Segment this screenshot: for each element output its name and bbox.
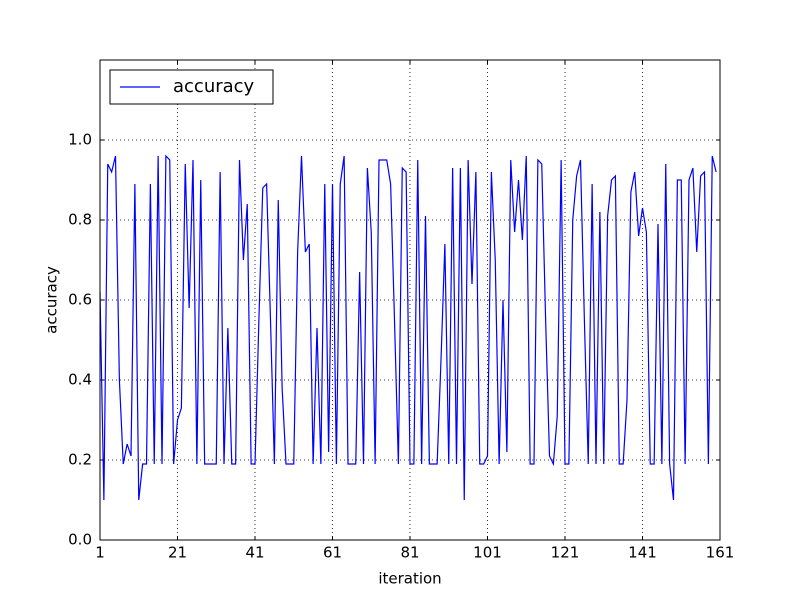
y-tick-label: 0.6 xyxy=(68,291,92,309)
y-tick-label: 1.0 xyxy=(68,131,92,149)
legend-label: accuracy xyxy=(173,76,255,97)
x-tick-label: 81 xyxy=(400,544,419,562)
x-axis-label: iteration xyxy=(378,570,441,588)
y-axis-label: accuracy xyxy=(43,266,61,334)
y-tick-label: 0.2 xyxy=(68,451,92,469)
y-tick-label: 0.4 xyxy=(68,371,92,389)
x-tick-label: 161 xyxy=(706,544,735,562)
x-tick-label: 101 xyxy=(473,544,502,562)
x-tick-label: 121 xyxy=(551,544,580,562)
data-line xyxy=(99,154,717,501)
y-tick-label: 0.0 xyxy=(68,531,92,549)
y-tick-label: 0.8 xyxy=(68,211,92,229)
x-tick-label: 41 xyxy=(245,544,264,562)
x-tick-label: 21 xyxy=(168,544,187,562)
x-tick-label: 141 xyxy=(628,544,657,562)
plot-frame xyxy=(99,59,721,541)
x-tick-label: 61 xyxy=(323,544,342,562)
x-tick-label: 1 xyxy=(95,544,105,562)
